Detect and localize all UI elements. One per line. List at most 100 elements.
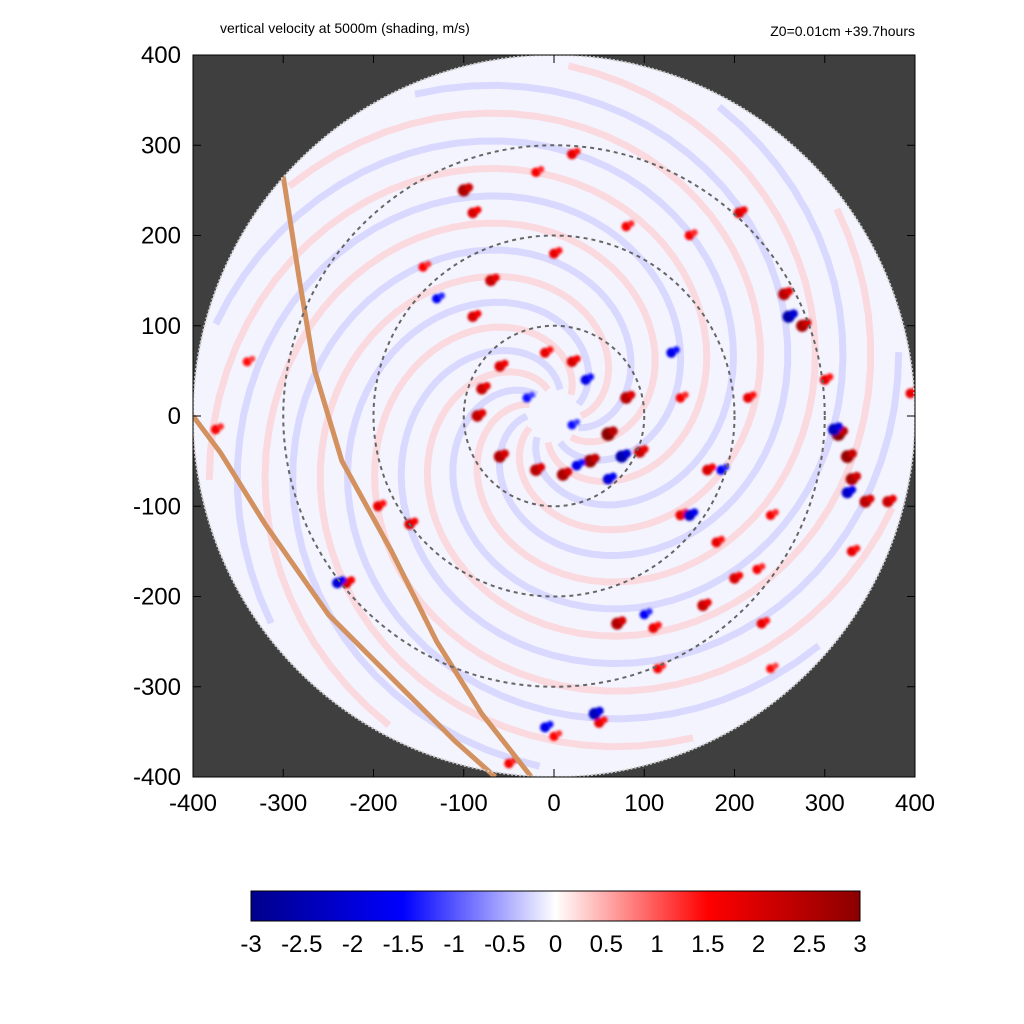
updraft-cell xyxy=(740,206,748,214)
updraft-cell xyxy=(410,517,419,525)
colorbar-tick-label: 1.5 xyxy=(691,931,724,958)
spiral-band xyxy=(473,62,819,586)
updraft-cell xyxy=(826,373,834,381)
updraft-cell xyxy=(889,494,897,503)
downdraft-cell xyxy=(690,508,699,517)
updraft-cell xyxy=(501,359,509,368)
updraft-cell xyxy=(555,247,563,255)
downdraft-cell xyxy=(587,373,595,381)
updraft-cell xyxy=(802,318,812,328)
updraft-cell xyxy=(627,390,636,399)
spiral-band xyxy=(261,219,659,728)
spiral-band xyxy=(212,137,738,509)
y-tick-label: -100 xyxy=(133,493,181,520)
downdraft-cell xyxy=(438,292,446,300)
colorbar-tick-label: -2 xyxy=(342,931,363,958)
updraft-cell xyxy=(640,445,649,453)
colorbar-tick-label: 0.5 xyxy=(590,931,623,958)
downdraft-cell xyxy=(834,422,843,431)
updraft-cell xyxy=(785,287,794,296)
colorbar-tick-label: 2 xyxy=(752,931,765,958)
downdraft-cell xyxy=(622,449,631,458)
x-tick-label: 100 xyxy=(624,790,664,817)
spiral-band xyxy=(423,207,874,640)
updraft-cell xyxy=(546,346,554,354)
colorbar-tick-label: -1 xyxy=(443,931,464,958)
x-tick-label: 400 xyxy=(895,790,935,817)
updraft-cell xyxy=(464,183,474,192)
x-tick-label: -100 xyxy=(440,790,488,817)
updraft-cell xyxy=(866,494,875,503)
y-tick-label: -200 xyxy=(133,584,181,611)
downdraft-cell xyxy=(578,459,586,467)
y-tick-label: -300 xyxy=(133,674,181,701)
downdraft-cell xyxy=(528,391,536,398)
spiral-band xyxy=(414,81,792,560)
downdraft-cell xyxy=(848,485,857,494)
range-ring xyxy=(462,324,646,508)
y-tick-label: 300 xyxy=(141,132,181,159)
y-tick-label: 0 xyxy=(168,403,181,430)
colorbar-tick-label: -0.5 xyxy=(484,931,525,958)
updraft-cell xyxy=(654,621,662,629)
updraft-cell xyxy=(590,453,600,463)
y-tick-label: -400 xyxy=(133,764,181,791)
updraft-cell xyxy=(500,449,509,458)
updraft-cell xyxy=(600,716,608,724)
updraft-cell xyxy=(555,730,563,737)
colorbar: -3 -2.5 -2 -1.5 -1 -0.5 0 0.5 1 1.5 2 2.5 3 xyxy=(240,890,867,958)
updraft-cell xyxy=(708,463,717,471)
coastline xyxy=(280,176,534,777)
updraft-cell xyxy=(627,220,635,227)
downdraft-cell xyxy=(609,472,617,480)
colorbar-tick-label: -2.5 xyxy=(281,931,322,958)
updraft-cell xyxy=(853,544,861,552)
y-tick-label: 400 xyxy=(141,42,181,69)
updraft-cell xyxy=(763,617,771,625)
colorbar-ticks: -3 -2.5 -2 -1.5 -1 -0.5 0 0.5 1 1.5 2 2.5 3 xyxy=(240,931,866,958)
spiral-band xyxy=(397,346,903,668)
downdraft-cell xyxy=(595,706,604,715)
updraft-cell xyxy=(563,467,573,477)
updraft-cell xyxy=(735,571,744,580)
updraft-cell xyxy=(682,391,689,399)
downdraft-cell xyxy=(338,576,347,584)
range-ring xyxy=(372,234,736,598)
updraft-cell xyxy=(772,662,779,669)
downdraft-cell xyxy=(646,608,653,615)
updraft-cell xyxy=(618,616,627,625)
x-tick-label: 200 xyxy=(714,790,754,817)
colorbar-tick-label: 2.5 xyxy=(793,931,826,958)
updraft-cell xyxy=(478,409,487,417)
updraft-cell xyxy=(772,509,779,516)
coastline xyxy=(193,414,497,777)
range-ring-layer xyxy=(193,55,915,777)
updraft-cell xyxy=(537,166,545,173)
colorbar-tick-label: -1.5 xyxy=(383,931,424,958)
x-tick-label: -400 xyxy=(169,790,217,817)
spiral-band xyxy=(370,323,896,695)
updraft-cell xyxy=(758,563,766,570)
colorbar-tick-label: 1 xyxy=(650,931,663,958)
updraft-cell xyxy=(474,310,482,318)
colorbar-gradient xyxy=(250,890,861,922)
figure-title: vertical velocity at 5000m (shading, m/s… xyxy=(220,20,470,36)
domain-disc xyxy=(193,55,915,777)
axes: -400 -300 -200 -100 0 100 200 300 400 -400 -300 -20… xyxy=(133,42,935,817)
updraft-cell xyxy=(217,423,224,430)
x-tick-label: -300 xyxy=(259,790,307,817)
plot-area: -400 -300 -200 -100 0 100 200 300 400 -400 -300 -20… xyxy=(133,42,935,817)
downdraft-cell xyxy=(672,346,680,354)
colorbar-tick-label: 3 xyxy=(853,931,866,958)
updraft-cell xyxy=(749,391,757,399)
updraft-cell xyxy=(536,463,546,472)
updraft-cell xyxy=(424,260,432,268)
velocity-cells xyxy=(210,147,915,769)
updraft-cell xyxy=(717,535,725,543)
y-tick-label: 100 xyxy=(141,313,181,340)
range-ring xyxy=(282,144,826,688)
updraft-cell xyxy=(482,382,491,390)
updraft-cell xyxy=(608,426,618,436)
spiral-band-layer xyxy=(205,62,903,770)
